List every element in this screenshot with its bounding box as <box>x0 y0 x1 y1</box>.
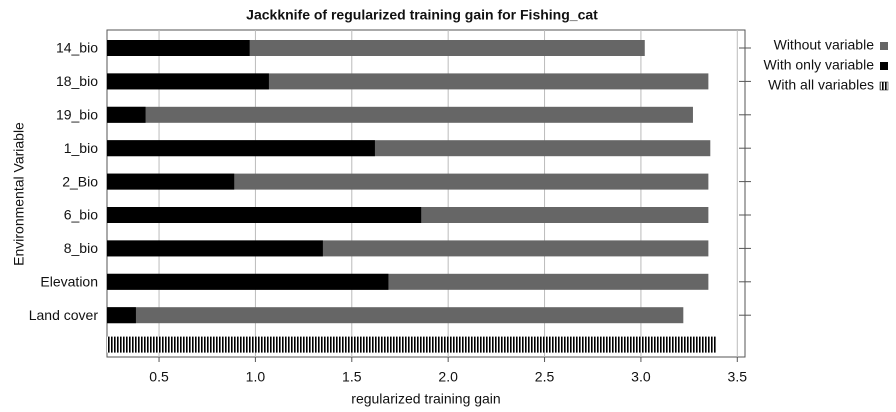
x-tick-label: 1.0 <box>246 369 266 385</box>
x-tick-label: 2.0 <box>438 369 458 385</box>
x-tick-label: 0.5 <box>149 369 169 385</box>
bar <box>107 336 717 353</box>
bar <box>107 273 389 290</box>
bar <box>107 173 235 190</box>
y-tick-label: 19_bio <box>56 107 98 123</box>
bar <box>107 140 375 157</box>
x-tick-label: 3.5 <box>728 369 748 385</box>
bar <box>107 40 250 56</box>
y-tick-label: 8_bio <box>64 240 98 256</box>
bar <box>107 207 422 223</box>
bar <box>107 240 323 257</box>
legend-label: With only variable <box>764 57 875 73</box>
chart-title: Jackknife of regularized training gain f… <box>246 7 598 23</box>
y-tick-label: 6_bio <box>64 207 98 223</box>
y-axis-label: Environmental Variable <box>11 122 27 266</box>
y-tick-label: 2_Bio <box>62 173 98 189</box>
bar <box>107 106 693 123</box>
y-tick-label: Land cover <box>29 307 99 323</box>
x-tick-label: 3.0 <box>631 369 651 385</box>
bar <box>107 307 136 324</box>
x-tick-label: 1.5 <box>342 369 362 385</box>
x-tick-label: 2.5 <box>535 369 555 385</box>
bar <box>107 73 269 90</box>
legend-swatch <box>879 81 889 91</box>
legend-swatch <box>880 62 888 70</box>
y-tick-label: 14_bio <box>56 40 98 56</box>
plot-frame <box>106 29 746 358</box>
bar <box>107 106 146 123</box>
y-tick-label: 1_bio <box>64 140 98 156</box>
legend-label: With all variables <box>768 77 874 93</box>
legend-swatch <box>880 42 888 50</box>
x-axis-label: regularized training gain <box>351 391 500 407</box>
bar <box>107 307 684 324</box>
y-tick-label: Elevation <box>40 274 98 290</box>
bar <box>107 173 709 190</box>
legend-label: Without variable <box>774 37 875 53</box>
y-tick-label: 18_bio <box>56 73 98 89</box>
